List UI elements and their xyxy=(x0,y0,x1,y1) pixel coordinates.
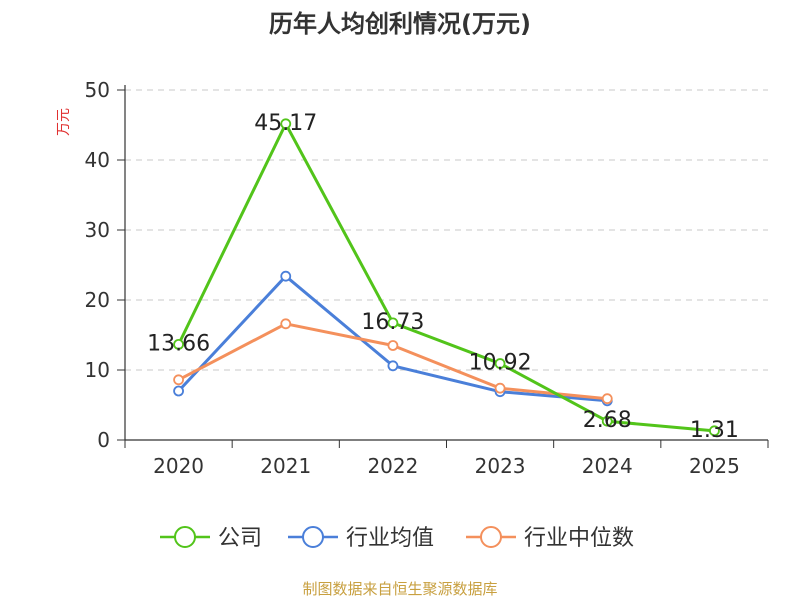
data-label: 45.17 xyxy=(254,111,317,136)
legend-marker xyxy=(480,526,502,548)
data-point xyxy=(280,270,292,282)
data-point xyxy=(494,358,506,369)
y-tick-label: 20 xyxy=(85,288,110,312)
x-tick-label: 2022 xyxy=(367,454,418,478)
y-axis-unit: 万元 xyxy=(56,108,72,136)
series-line xyxy=(177,122,715,433)
x-tick-label: 2020 xyxy=(153,454,204,478)
data-point xyxy=(173,374,184,386)
data-label: 10.92 xyxy=(469,351,532,376)
y-tick-label: 0 xyxy=(97,428,110,452)
data-point xyxy=(387,360,399,372)
y-tick-label: 40 xyxy=(85,148,110,172)
data-point xyxy=(601,415,613,427)
data-point xyxy=(494,382,506,394)
legend-label: 公司 xyxy=(218,526,262,551)
data-point xyxy=(173,338,184,350)
data-label: 16.73 xyxy=(361,310,424,335)
x-tick-label: 2023 xyxy=(475,454,526,478)
data-point xyxy=(709,425,720,437)
x-tick-label: 2021 xyxy=(260,454,311,478)
data-point xyxy=(280,318,292,330)
data-point xyxy=(280,118,292,130)
data-point xyxy=(601,393,613,405)
y-tick-label: 50 xyxy=(85,78,110,102)
data-point xyxy=(387,340,399,351)
data-label: 13.66 xyxy=(147,331,210,356)
y-tick-label: 10 xyxy=(85,358,110,382)
data-point xyxy=(387,317,399,329)
x-tick-label: 2024 xyxy=(582,454,633,478)
legend-label: 行业中位数 xyxy=(524,526,634,551)
chart-title: 历年人均创利情况(万元) xyxy=(269,10,531,38)
legend-marker xyxy=(174,526,196,548)
legend-marker xyxy=(302,526,324,548)
legend-label: 行业均值 xyxy=(346,526,434,551)
x-tick-label: 2025 xyxy=(689,454,740,478)
data-label: 1.31 xyxy=(690,418,739,443)
data-label: 2.68 xyxy=(583,408,632,433)
source-note: 制图数据来自恒生聚源数据库 xyxy=(302,580,497,598)
series-line xyxy=(177,274,608,403)
data-point xyxy=(173,385,184,397)
y-tick-label: 30 xyxy=(85,218,110,242)
